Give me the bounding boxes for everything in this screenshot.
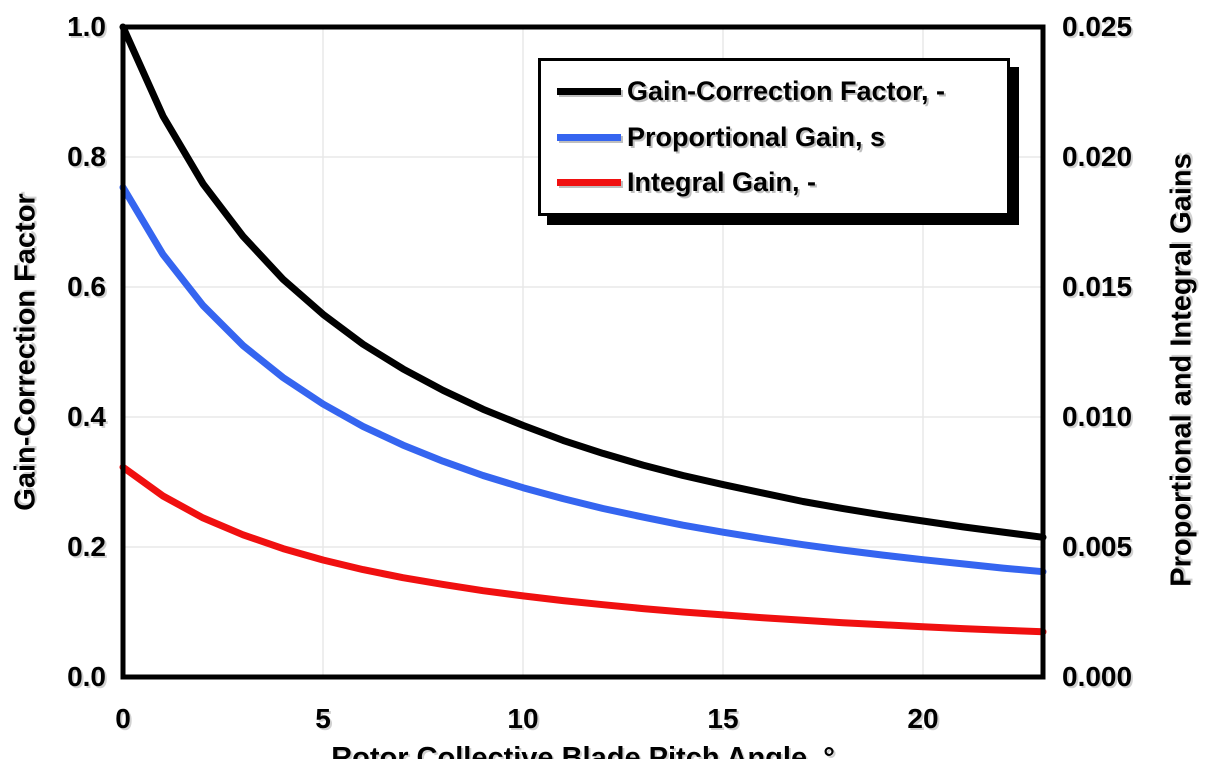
x-tick-label: 10 (507, 703, 539, 734)
x-axis-title: Rotor Collective Blade Pitch Angle, ° (331, 742, 835, 759)
left-y-tick-label: 1.0 (67, 11, 106, 42)
legend-swatch (557, 179, 621, 187)
left-y-axis-title: Gain-Correction Factor (9, 193, 42, 511)
left-y-tick-label: 0.0 (67, 661, 106, 692)
right-y-tick-label: 0.000 (1062, 661, 1133, 692)
legend-item: Gain-Correction Factor, - (557, 76, 1007, 107)
plot-border (120, 24, 1046, 680)
legend-item-label: Gain-Correction Factor, - (627, 75, 946, 106)
series-line (119, 183, 1047, 576)
left-y-tick-label: 0.8 (67, 141, 106, 172)
legend-item: Proportional Gain, s (557, 122, 1007, 153)
left-y-tick-label: 0.4 (67, 401, 106, 432)
right-y-tick-label: 0.005 (1062, 531, 1133, 562)
legend: Gain-Correction Factor, - Proportional Ga… (538, 58, 1010, 216)
series-line (119, 463, 1047, 636)
legend-item-label: Integral Gain, - (627, 167, 817, 198)
x-tick-label: 0 (115, 703, 131, 734)
legend-item-label: Proportional Gain, s (627, 121, 886, 152)
right-y-tick-label: 0.020 (1062, 141, 1133, 172)
legend-item: Integral Gain, - (557, 167, 1007, 198)
right-y-tick-label: 0.010 (1062, 401, 1133, 432)
left-y-tick-label: 0.2 (67, 531, 106, 562)
right-y-tick-label: 0.025 (1062, 11, 1133, 42)
x-tick-label: 15 (707, 703, 739, 734)
right-y-axis-title: Proportional and Integral Gains (1165, 153, 1198, 587)
legend-swatch (557, 87, 621, 95)
series-line (119, 23, 1047, 541)
legend-swatch (557, 133, 621, 141)
right-y-tick-label: 0.015 (1062, 271, 1133, 302)
plot-area (119, 23, 1047, 680)
x-tick-label: 20 (907, 703, 939, 734)
x-tick-label: 5 (315, 703, 331, 734)
left-y-tick-label: 0.6 (67, 271, 106, 302)
